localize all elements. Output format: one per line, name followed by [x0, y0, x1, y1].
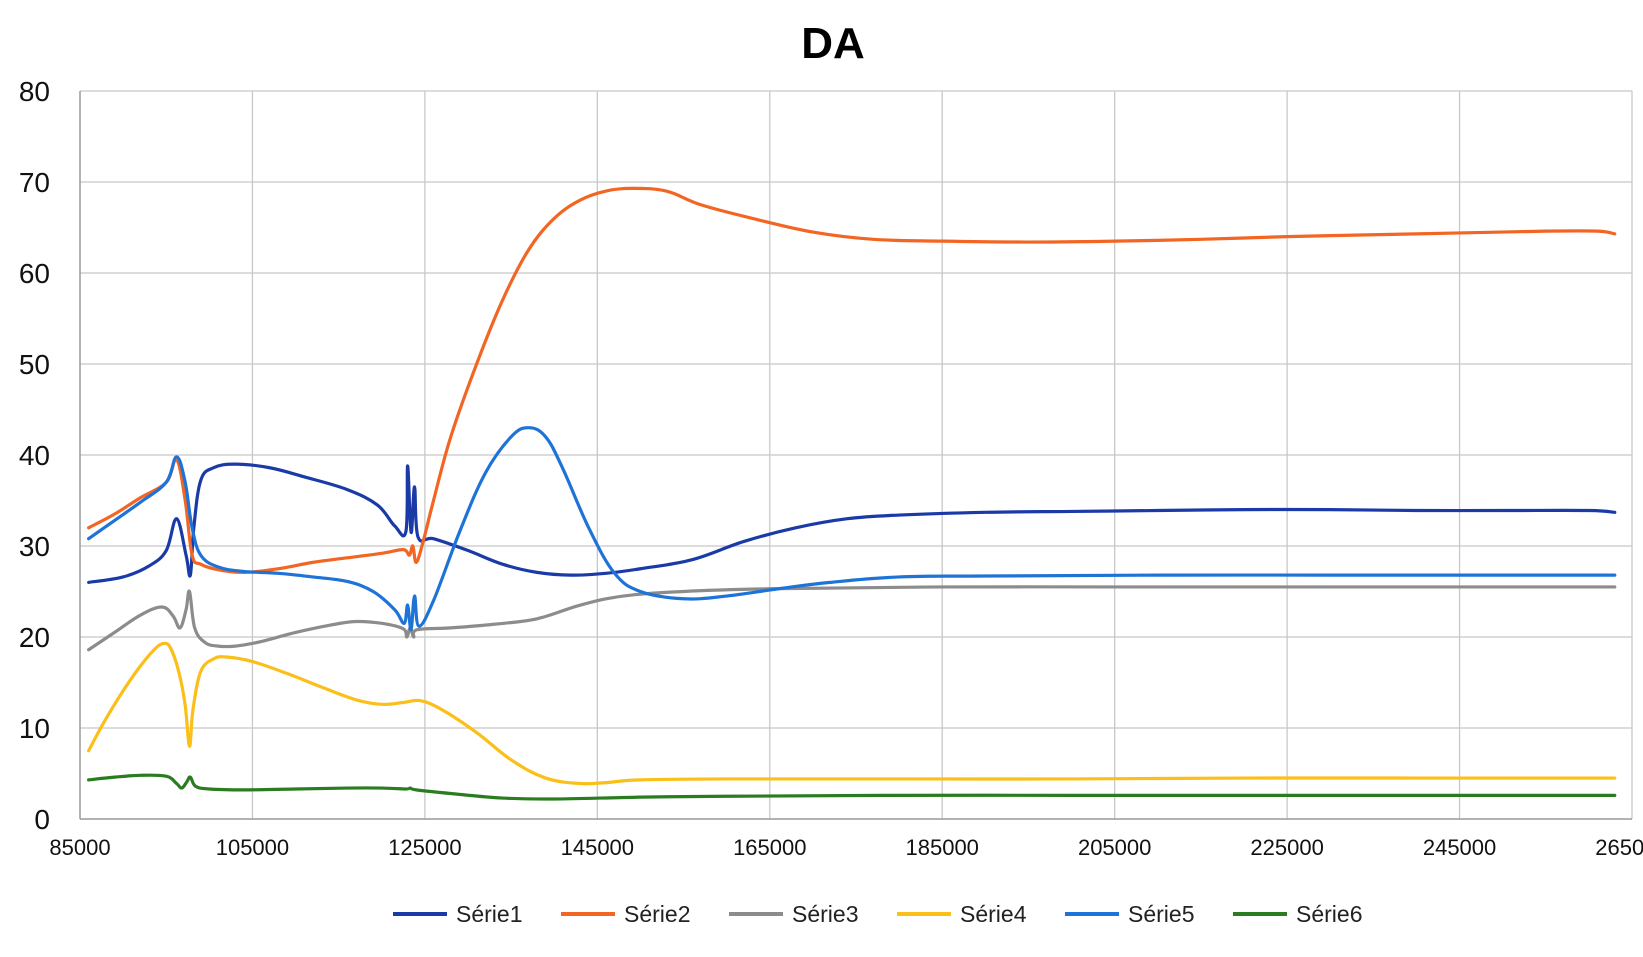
legend-label: Série3: [792, 901, 858, 927]
y-tick-label: 60: [19, 258, 50, 289]
axes: [79, 91, 1632, 820]
x-tick-label: 125000: [388, 835, 461, 860]
legend-label: Série5: [1128, 901, 1194, 927]
x-tick-label: 225000: [1250, 835, 1323, 860]
series-line-4: [87, 641, 1617, 786]
legend-label: Série6: [1296, 901, 1362, 927]
x-tick-label: 145000: [561, 835, 634, 860]
series-line-3: [87, 585, 1617, 652]
x-tick-label: 105000: [216, 835, 289, 860]
y-tick-label: 10: [19, 713, 50, 744]
x-tick-label: 185000: [906, 835, 979, 860]
x-tick-label: 205000: [1078, 835, 1151, 860]
series-line-5: [87, 426, 1617, 632]
legend: Série1 Série2 Série3 Série4 Série5 Série6: [393, 901, 1362, 927]
x-tick-label: 245000: [1423, 835, 1496, 860]
y-tick-label: 50: [19, 349, 50, 380]
y-tick-label: 30: [19, 531, 50, 562]
y-tick-label: 80: [19, 76, 50, 107]
tick-labels: 0 10 20 30 40 50 60 70 80 85000 105000 125000 145000…: [19, 76, 1643, 860]
series-line-6: [87, 773, 1617, 801]
y-tick-label: 40: [19, 440, 50, 471]
x-tick-label: 165000: [733, 835, 806, 860]
y-tick-label: 0: [34, 804, 50, 835]
chart-title: DA: [801, 19, 865, 68]
series-line-1: [87, 462, 1617, 584]
y-tick-label: 70: [19, 167, 50, 198]
y-tick-label: 20: [19, 622, 50, 653]
legend-label: Série4: [960, 901, 1027, 927]
x-tick-label: 265000: [1595, 835, 1643, 860]
series-line-2: [87, 186, 1617, 574]
grid: [80, 90, 1633, 819]
series-lines: [87, 186, 1617, 801]
x-tick-label: 85000: [49, 835, 110, 860]
legend-label: Série1: [456, 901, 522, 927]
legend-label: Série2: [624, 901, 690, 927]
